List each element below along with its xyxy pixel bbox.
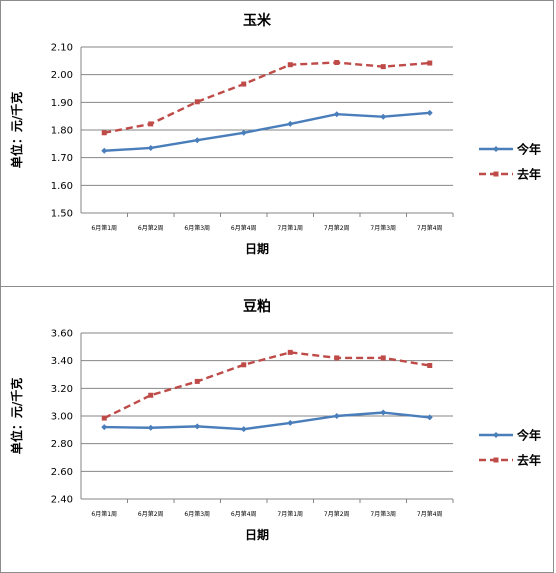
y-tick-label: 2.00	[51, 70, 73, 81]
x-tick-label: 6月第1周	[91, 224, 117, 232]
data-point	[333, 413, 340, 419]
x-tick-label: 6月第4周	[231, 510, 257, 518]
y-tick-label: 3.00	[51, 412, 73, 423]
x-tick-label: 6月第2周	[138, 510, 164, 518]
data-point	[287, 120, 294, 127]
x-tick-label: 7月第3周	[370, 224, 396, 232]
x-tick-label: 6月第2周	[138, 224, 164, 232]
y-tick-label: 1.80	[51, 126, 73, 137]
data-point	[148, 121, 154, 127]
legend-entry: 去年	[479, 453, 541, 468]
legend-entry: 去年	[479, 167, 541, 182]
data-point	[380, 409, 387, 416]
data-point	[101, 147, 108, 154]
data-point	[101, 415, 107, 421]
x-axis-title: 日期	[245, 527, 269, 542]
y-tick-label: 2.60	[51, 467, 73, 478]
x-tick-label: 6月第3周	[184, 510, 210, 518]
data-point	[194, 99, 200, 105]
data-point	[287, 62, 293, 68]
data-point	[240, 129, 247, 136]
data-point	[101, 130, 107, 136]
data-point	[240, 426, 247, 433]
x-tick-label: 6月第1周	[91, 510, 117, 518]
y-axis-title: 单位：元/千克	[9, 92, 24, 168]
series-last-year	[101, 59, 433, 136]
x-axis-title: 日期	[245, 241, 269, 256]
x-tick-label: 7月第2周	[324, 510, 350, 518]
series-line	[104, 61, 430, 134]
y-tick-label: 3.40	[51, 356, 73, 367]
data-point	[380, 113, 387, 120]
data-point	[334, 59, 340, 65]
x-tick-label: 7月第2周	[324, 224, 350, 232]
series-last-year	[101, 349, 433, 421]
y-tick-label: 1.60	[51, 181, 73, 192]
legend-label: 今年	[516, 142, 541, 157]
y-tick-label: 1.70	[51, 153, 73, 164]
legend-label: 去年	[517, 167, 541, 182]
legend-label: 今年	[516, 428, 541, 443]
legend-label: 去年	[517, 453, 541, 468]
data-point	[333, 111, 340, 118]
y-axis-title: 单位：元/千克	[9, 378, 24, 454]
data-point	[426, 414, 433, 421]
y-tick-label: 2.40	[51, 495, 73, 506]
data-point	[287, 349, 293, 355]
data-point	[241, 362, 247, 368]
legend-entry: 今年	[479, 428, 541, 443]
data-point	[287, 419, 294, 426]
data-point	[147, 424, 154, 431]
legend-entry: 今年	[479, 142, 541, 157]
series-this-year	[101, 109, 433, 154]
data-point	[241, 81, 247, 87]
x-tick-label: 7月第4周	[417, 224, 443, 232]
data-point	[380, 355, 386, 361]
legend-marker	[493, 457, 499, 463]
x-tick-label: 7月第4周	[417, 510, 443, 518]
legend-marker	[493, 432, 499, 438]
soymeal-chart-panel: 豆粕 2.40 2.60 2.80 3.00 3.20 3.40 3.60 6月第1周 6月第2周…	[0, 286, 554, 573]
soymeal-line-chart: 豆粕 2.40 2.60 2.80 3.00 3.20 3.40 3.60 6月第1周 6月第2周…	[9, 298, 541, 542]
x-tick-label: 6月第3周	[184, 224, 210, 232]
data-point	[426, 109, 433, 116]
corn-line-chart: 玉米 1.50 1.60 1.70 1.80 1.90 2.00 2.10 6月第1周 6月第2周…	[9, 12, 541, 256]
y-tick-label: 3.20	[51, 384, 73, 395]
corn-chart-panel: 玉米 1.50 1.60 1.70 1.80 1.90 2.00 2.10 6月第1周 6月第2周…	[0, 0, 554, 287]
legend-marker	[493, 146, 499, 152]
series-line	[104, 411, 430, 431]
y-tick-label: 2.10	[51, 43, 73, 54]
legend-marker	[493, 171, 499, 177]
x-tick-label: 7月第1周	[277, 224, 303, 232]
data-point	[194, 137, 201, 144]
y-tick-label: 2.80	[51, 439, 73, 450]
data-point	[427, 363, 433, 369]
x-tick-label: 6月第4周	[231, 224, 257, 232]
data-point	[334, 355, 340, 361]
series-line	[104, 111, 430, 152]
y-gridlines	[81, 332, 453, 500]
data-point	[380, 64, 386, 70]
y-tick-label: 1.90	[51, 98, 73, 109]
y-gridlines	[81, 46, 453, 214]
x-tick-label: 7月第1周	[277, 510, 303, 518]
chart-title: 玉米	[243, 12, 272, 29]
data-point	[101, 424, 108, 431]
data-point	[194, 378, 200, 384]
y-tick-label: 1.50	[51, 209, 73, 220]
data-point	[147, 144, 154, 151]
data-point	[148, 392, 154, 398]
x-tick-label: 7月第3周	[370, 510, 396, 518]
series-line	[103, 351, 430, 420]
data-point	[194, 423, 201, 430]
data-point	[427, 60, 433, 66]
y-tick-label: 3.60	[51, 329, 73, 340]
series-this-year	[101, 409, 433, 433]
chart-title: 豆粕	[243, 298, 271, 315]
